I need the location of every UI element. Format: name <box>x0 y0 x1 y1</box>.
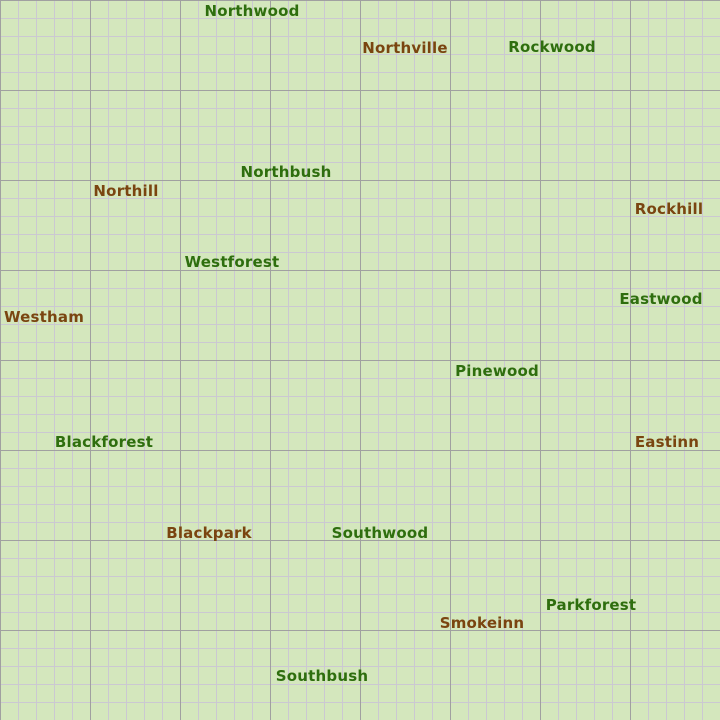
place-label-westforest: Westforest <box>184 253 280 271</box>
place-label-rockhill: Rockhill <box>634 200 704 218</box>
place-label-blackpark: Blackpark <box>166 524 252 542</box>
place-label-westham: Westham <box>3 308 85 326</box>
place-label-rockwood: Rockwood <box>508 38 596 56</box>
place-label-northbush: Northbush <box>240 163 332 181</box>
place-label-northville: Northville <box>362 39 448 57</box>
place-label-northill: Northill <box>93 182 159 200</box>
place-label-eastwood: Eastwood <box>619 290 703 308</box>
place-label-eastinn: Eastinn <box>634 433 700 451</box>
place-label-parkforest: Parkforest <box>545 596 637 614</box>
place-label-smokeinn: Smokeinn <box>439 614 525 632</box>
place-label-blackforest: Blackforest <box>54 433 154 451</box>
place-label-southbush: Southbush <box>275 667 369 685</box>
place-label-pinewood: Pinewood <box>455 362 539 380</box>
place-label-southwood: Southwood <box>331 524 429 542</box>
place-label-northwood: Northwood <box>204 2 300 20</box>
